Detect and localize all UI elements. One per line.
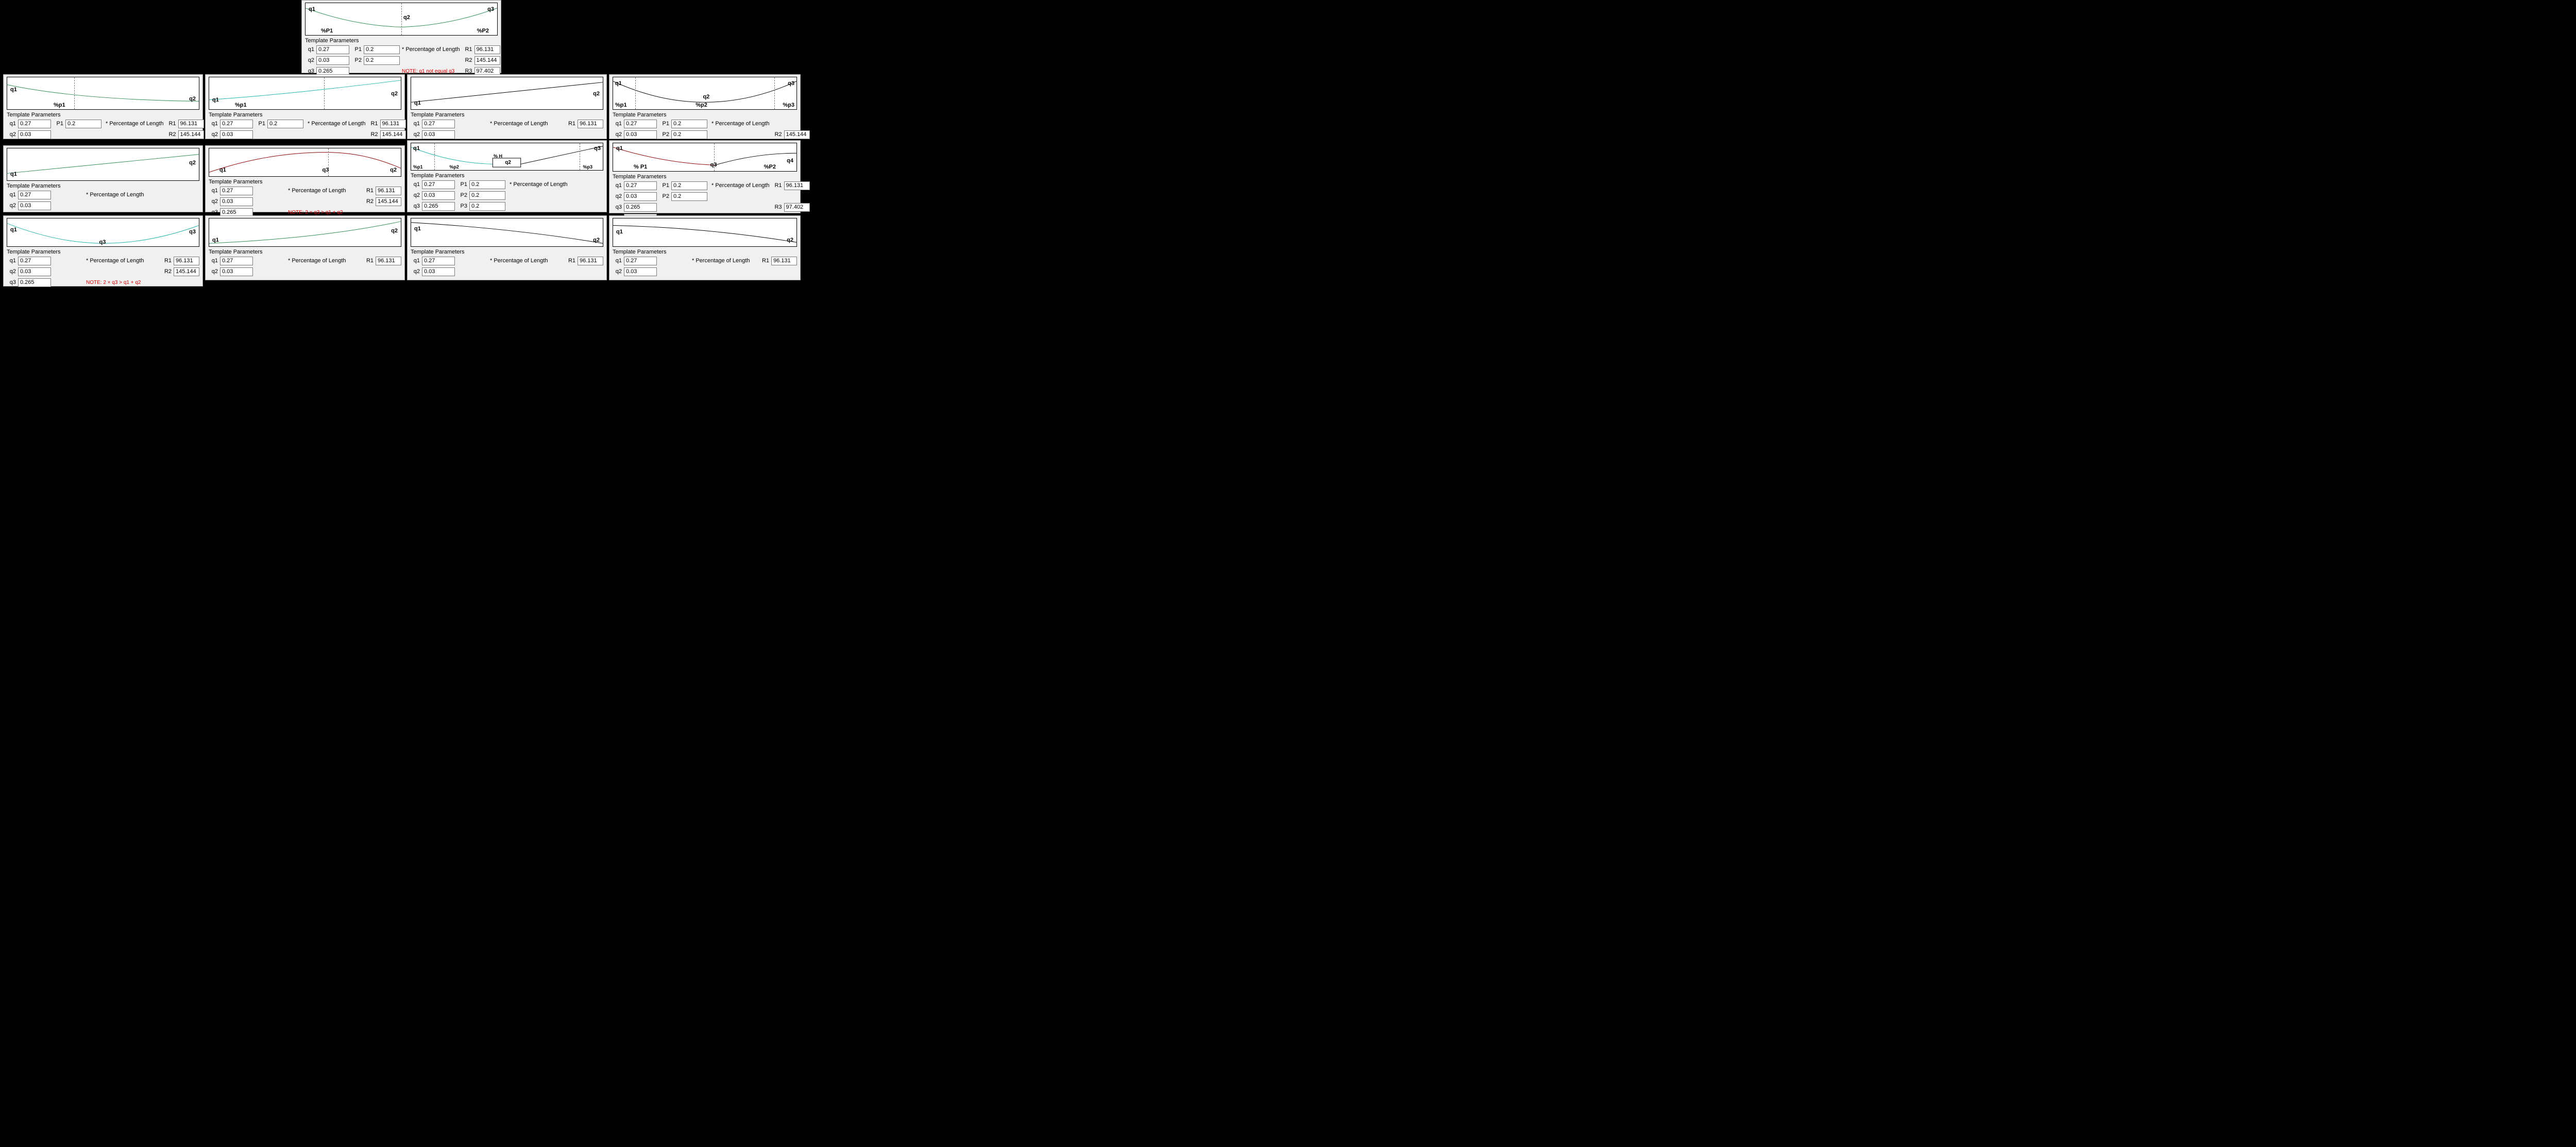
panel-23: q1 q2 % H q3 %p1 %p2 %p3 Template Parame… (407, 140, 607, 212)
p1-input[interactable] (469, 180, 505, 189)
q1-input[interactable] (220, 257, 253, 265)
diagram-21: q1 q2 (7, 148, 199, 181)
p3-input[interactable] (469, 202, 505, 211)
diagram-32: q1 q2 (209, 218, 401, 247)
q1-input[interactable] (220, 187, 253, 195)
q1-input[interactable] (18, 257, 51, 265)
diagram-33: q1 q2 (411, 218, 603, 247)
p1-input[interactable] (267, 120, 303, 128)
q1-input[interactable] (624, 120, 657, 128)
q1-input[interactable] (18, 120, 51, 128)
diagram-24: q1 q3 q4 % P1 %P2 (613, 143, 797, 172)
q2-input[interactable] (18, 201, 51, 210)
p2-input[interactable] (364, 56, 400, 65)
q2-input[interactable] (220, 267, 253, 276)
p2-input[interactable] (671, 130, 707, 139)
q2-input[interactable] (422, 130, 455, 139)
q1-input[interactable] (624, 181, 657, 190)
panel-34: q1 q2 Template Parameters q1 q2 * Percen… (609, 215, 801, 280)
panel-top: q1 q2 q3 %P1 %P2 Template Parameters q1 … (301, 0, 501, 73)
q2-input[interactable] (422, 267, 455, 276)
note: NOTE: q1 not equal q3 (402, 69, 454, 74)
panel-11: q1 q2 %p1 Template Parameters q1 q2 P1 *… (3, 74, 203, 139)
lbl-q2: q2 (403, 14, 410, 21)
q2-input[interactable] (422, 191, 455, 200)
p1-input[interactable] (65, 120, 101, 128)
q1-input[interactable] (624, 257, 657, 265)
panel-12: q1 q2 %p1 Template Parameters q1 q2 P1 *… (205, 74, 405, 139)
q3-input[interactable] (18, 278, 51, 287)
q3-input[interactable] (624, 203, 657, 212)
diagram-31: q1 q3 q3 (7, 218, 199, 247)
q1-input[interactable] (220, 120, 253, 128)
lbl-q3: q3 (487, 6, 494, 12)
lbl-q1: q1 (309, 6, 315, 12)
diagram-13: q1 q2 (411, 77, 603, 110)
panel-21: q1 q2 Template Parameters q1 q2 * Percen… (3, 145, 203, 212)
q1-input[interactable] (422, 257, 455, 265)
diagram-12: q1 q2 %p1 (209, 77, 401, 110)
p1-input[interactable] (671, 120, 707, 128)
p1-input[interactable] (671, 181, 707, 190)
q2-input[interactable] (624, 192, 657, 201)
q1-input[interactable] (422, 120, 455, 128)
diagram-top: q1 q2 q3 %P1 %P2 (305, 3, 498, 36)
panel-33: q1 q2 Template Parameters q1 q2 * Percen… (407, 215, 607, 280)
diagram-34: q1 q2 (613, 218, 797, 247)
panel-32: q1 q2 Template Parameters q1 q2 * Percen… (205, 215, 405, 280)
r2-output: 145.144 (474, 56, 500, 65)
lbl-p1: %P1 (321, 28, 333, 34)
diagram-22: q1 q3 q2 (209, 148, 401, 177)
panel-31: q1 q3 q3 Template Parameters q1 q2 q3 * … (3, 215, 203, 286)
q2-input[interactable] (624, 130, 657, 139)
panel-13: q1 q2 Template Parameters q1 q2 * Percen… (407, 74, 607, 139)
q1-input[interactable] (18, 191, 51, 199)
diagram-14: q1 q2 q3 %p1 %p2 %p3 (613, 77, 797, 110)
q2-input[interactable] (624, 267, 657, 276)
panel-14: q1 q2 q3 %p1 %p2 %p3 Template Parameters… (609, 74, 801, 139)
p2-input[interactable] (671, 192, 707, 201)
q2-input[interactable] (18, 267, 51, 276)
panel-24: q1 q3 q4 % P1 %P2 Template Parameters q1… (609, 140, 801, 213)
q2-input[interactable] (18, 130, 51, 139)
diagram-11: q1 q2 %p1 (7, 77, 199, 110)
p2-input[interactable] (469, 191, 505, 200)
q2-input[interactable] (220, 197, 253, 206)
q1-input[interactable] (422, 180, 455, 189)
panel-22: q1 q3 q2 Template Parameters q1 q2 q3 * … (205, 145, 405, 212)
p1-input[interactable] (364, 45, 400, 54)
q1-input[interactable] (316, 45, 349, 54)
q2-input[interactable] (316, 56, 349, 65)
q3-input[interactable] (422, 202, 455, 211)
q2-input[interactable] (220, 130, 253, 139)
lbl-p2: %P2 (477, 28, 489, 34)
section-label: Template Parameters (302, 37, 501, 44)
diagram-23: q1 q2 % H q3 %p1 %p2 %p3 (411, 143, 603, 171)
r1-output: 96.131 (474, 45, 500, 54)
params-top: q1 q2 q3 P1 P2 * Percentage of Length NO… (302, 44, 501, 78)
